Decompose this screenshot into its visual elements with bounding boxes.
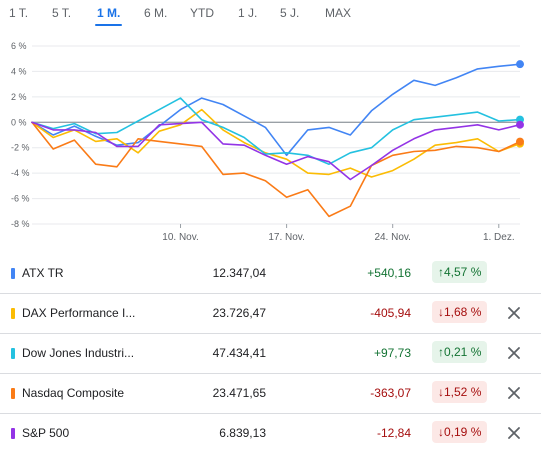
arrow-up-icon: ↑ (438, 265, 444, 279)
index-price: 23.726,47 (212, 306, 266, 320)
series-line-dax-performance-i (31, 108, 521, 178)
percent-change-badge: ↓1,68 % (432, 301, 488, 323)
index-price: 6.839,13 (219, 426, 266, 440)
index-change: +540,16 (367, 266, 411, 280)
percent-change-badge: ↓1,52 % (432, 381, 488, 403)
percent-change-value: 1,52 % (444, 385, 482, 399)
comparison-table: ATX TR 12.347,04 +540,16 ↑4,57 % DAX Perform… (0, 254, 541, 453)
series-color-swatch (11, 308, 15, 319)
time-range-tabs: 1 T. 5 T. 1 M. 6 M. YTD 1 J. 5 J. MAX (0, 0, 541, 28)
x-tick-label: 10. Nov. (162, 232, 199, 243)
y-tick-label: 2 % (11, 92, 27, 102)
index-name: Nasdaq Composite (22, 386, 125, 400)
remove-comparison-close-icon[interactable] (505, 384, 523, 402)
series-color-swatch (11, 268, 15, 279)
tab-max[interactable]: MAX (325, 6, 352, 20)
arrow-up-icon: ↑ (438, 345, 444, 359)
table-row[interactable]: ATX TR 12.347,04 +540,16 ↑4,57 % (0, 254, 541, 293)
series-line-dow-jones-industri (31, 97, 521, 165)
series-endpoint-nasdaq-composite (516, 137, 524, 146)
remove-comparison-close-icon[interactable] (505, 424, 523, 442)
index-price: 47.434,41 (212, 346, 266, 360)
arrow-down-icon: ↓ (438, 305, 444, 319)
tab-5j[interactable]: 5 J. (280, 6, 300, 20)
tab-ytd[interactable]: YTD (190, 6, 214, 20)
comparison-line-chart: 6 % 4 % 2 % 0 % -2 % -4 % -6 % -8 % 10. Nov. 17. … (11, 41, 524, 243)
x-tick-label: 17. Nov. (268, 232, 305, 243)
percent-change-badge: ↑4,57 % (432, 261, 488, 283)
y-tick-label: 4 % (11, 66, 27, 76)
y-tick-label: 0 % (11, 117, 27, 127)
series-color-swatch (11, 428, 15, 439)
index-change: -12,84 (376, 426, 411, 440)
y-tick-label: -4 % (11, 168, 30, 178)
series-color-swatch (11, 348, 15, 359)
x-tick-label: 24. Nov. (374, 232, 411, 243)
index-price: 12.347,04 (212, 266, 266, 280)
index-name: ATX TR (22, 266, 64, 280)
x-tick-label: 1. Dez. (483, 232, 515, 243)
series-endpoint-atx-tr (516, 60, 524, 69)
table-row[interactable]: DAX Performance I... 23.726,47 -405,94 ↓1,6… (0, 293, 541, 333)
series-line-atx-tr (31, 63, 521, 157)
remove-comparison-close-icon[interactable] (505, 344, 523, 362)
table-row[interactable]: Nasdaq Composite 23.471,65 -363,07 ↓1,52 % (0, 373, 541, 413)
y-tick-label: -8 % (11, 219, 30, 229)
table-row[interactable]: S&P 500 6.839,13 -12,84 ↓0,19 % (0, 413, 541, 453)
y-tick-label: -2 % (11, 143, 30, 153)
series-line-nasdaq-composite (31, 121, 521, 218)
arrow-down-icon: ↓ (438, 385, 444, 399)
y-tick-label: -6 % (11, 194, 30, 204)
index-change: -405,94 (370, 306, 411, 320)
percent-change-value: 0,19 % (444, 425, 482, 439)
tab-6m[interactable]: 6 M. (144, 6, 168, 20)
index-price: 23.471,65 (212, 386, 266, 400)
tab-1j[interactable]: 1 J. (238, 6, 258, 20)
series-endpoint-s-p-500 (516, 120, 524, 129)
series-line-s-p-500 (31, 121, 521, 181)
index-name: Dow Jones Industri... (22, 346, 135, 360)
remove-comparison-close-icon[interactable] (505, 304, 523, 322)
index-name: DAX Performance I... (22, 306, 136, 320)
index-change: +97,73 (373, 346, 411, 360)
index-name: S&P 500 (22, 426, 70, 440)
percent-change-badge: ↑0,21 % (432, 341, 488, 363)
tab-1m[interactable]: 1 M. (94, 6, 123, 26)
series-color-swatch (11, 388, 15, 399)
percent-change-value: 0,21 % (444, 345, 482, 359)
table-row[interactable]: Dow Jones Industri... 47.434,41 +97,73 ↑0,2… (0, 333, 541, 373)
tab-5t[interactable]: 5 T. (52, 6, 72, 20)
index-change: -363,07 (370, 386, 411, 400)
percent-change-value: 4,57 % (444, 265, 482, 279)
y-tick-label: 6 % (11, 41, 27, 51)
percent-change-value: 1,68 % (444, 305, 482, 319)
tab-1t[interactable]: 1 T. (9, 6, 29, 20)
percent-change-badge: ↓0,19 % (432, 421, 488, 443)
arrow-down-icon: ↓ (438, 425, 444, 439)
